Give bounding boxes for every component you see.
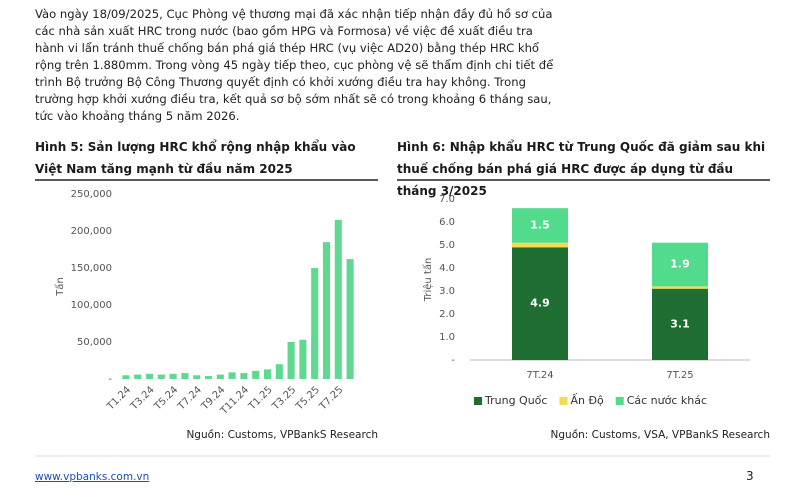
y-tick-label: 150,000	[71, 263, 112, 274]
y-tick-label: -	[108, 374, 112, 385]
bar	[240, 373, 248, 379]
paragraph-line: hành vi lẩn tránh thuế chống bán phá giá…	[35, 41, 540, 55]
data-label: 1.9	[670, 258, 690, 271]
x-tick-label: T7.24	[175, 384, 204, 413]
bar	[122, 375, 130, 379]
bar-segment	[652, 242, 708, 287]
bar	[145, 373, 154, 379]
y-tick-label: 7.0	[439, 194, 455, 205]
y-tick-label: 4.0	[439, 263, 455, 274]
bar	[334, 219, 342, 379]
paragraph-line: trình Bộ trưởng Bộ Công Thương quyết địn…	[35, 75, 526, 89]
bar-segment	[512, 242, 568, 248]
bar-segment	[512, 208, 568, 243]
legend-swatch	[474, 397, 482, 405]
chart-source: Nguồn: Customs, VSA, VPBankS Research	[550, 429, 770, 441]
x-tick-label: T1.24	[105, 384, 134, 413]
chart-title: Hình 5: Sản lượng HRC khổ rộng nhập khẩu…	[35, 140, 356, 176]
y-tick-label: 50,000	[77, 337, 112, 348]
bar	[181, 373, 189, 379]
bar-segment	[652, 286, 708, 289]
bar	[322, 242, 331, 379]
data-label: 4.9	[530, 297, 550, 310]
paragraph-line: trường hợp khởi xướng điều tra, kết quả …	[35, 92, 552, 106]
bar-segment	[652, 288, 708, 360]
bar	[204, 376, 213, 379]
paragraph-line: tức vào khoảng tháng 5 năm 2026.	[35, 109, 240, 123]
page-number: 3	[746, 469, 754, 483]
x-tick-label: T5.24	[152, 384, 181, 413]
y-tick-label: -	[451, 355, 455, 366]
y-tick-label: 5.0	[439, 240, 455, 251]
x-tick-label: T1.25	[246, 384, 275, 413]
y-tick-label: 2.0	[439, 309, 455, 320]
y-tick-label: 250,000	[71, 189, 112, 200]
x-tick-label: T3.24	[128, 384, 157, 413]
bar	[311, 268, 319, 379]
footer-link[interactable]: www.vpbanks.com.vn	[35, 471, 150, 483]
bar	[169, 373, 177, 379]
legend-label: Ấn Độ	[570, 393, 604, 407]
paragraph-line: rộng trên 1.880mm. Trong vòng 45 ngày ti…	[35, 58, 554, 72]
x-tick-label: 7T.25	[666, 370, 693, 381]
bar	[216, 374, 224, 379]
x-tick-label: 7T.24	[526, 370, 553, 381]
legend-swatch	[559, 397, 568, 405]
y-tick-label: 3.0	[439, 286, 455, 297]
y-tick-label: 100,000	[71, 300, 112, 311]
data-label: 3.1	[670, 317, 690, 330]
bar	[134, 374, 142, 379]
y-axis-label: Tấn	[54, 277, 66, 297]
bar	[346, 259, 354, 379]
bar	[157, 374, 165, 379]
x-tick-label: T3.25	[270, 384, 299, 413]
bar	[263, 369, 272, 379]
y-axis-label: Triệu tấn	[422, 258, 434, 303]
chart-source: Nguồn: Customs, VPBankS Research	[186, 429, 378, 441]
bar	[228, 372, 236, 379]
bar	[252, 370, 260, 379]
bar	[287, 342, 295, 379]
legend-swatch	[615, 397, 624, 405]
data-label: 1.5	[530, 218, 550, 231]
y-tick-label: 6.0	[439, 217, 455, 228]
bar	[193, 375, 201, 379]
bar	[275, 364, 283, 379]
y-tick-label: 1.0	[439, 332, 455, 343]
bar-segment	[512, 247, 568, 360]
paragraph-line: các nhà sản xuất HRC trong nước (bao gồm…	[35, 24, 533, 38]
bar	[299, 339, 307, 379]
chart-title: Hình 6: Nhập khẩu HRC từ Trung Quốc đã g…	[397, 140, 766, 198]
paragraph-line: Vào ngày 18/09/2025, Cục Phòng vệ thương…	[35, 7, 553, 21]
legend-label: Các nước khác	[627, 394, 707, 407]
x-tick-label: T5.25	[293, 384, 322, 413]
y-tick-label: 200,000	[71, 226, 112, 237]
legend-label: Trung Quốc	[484, 394, 547, 407]
x-tick-label: T7.25	[317, 384, 346, 413]
